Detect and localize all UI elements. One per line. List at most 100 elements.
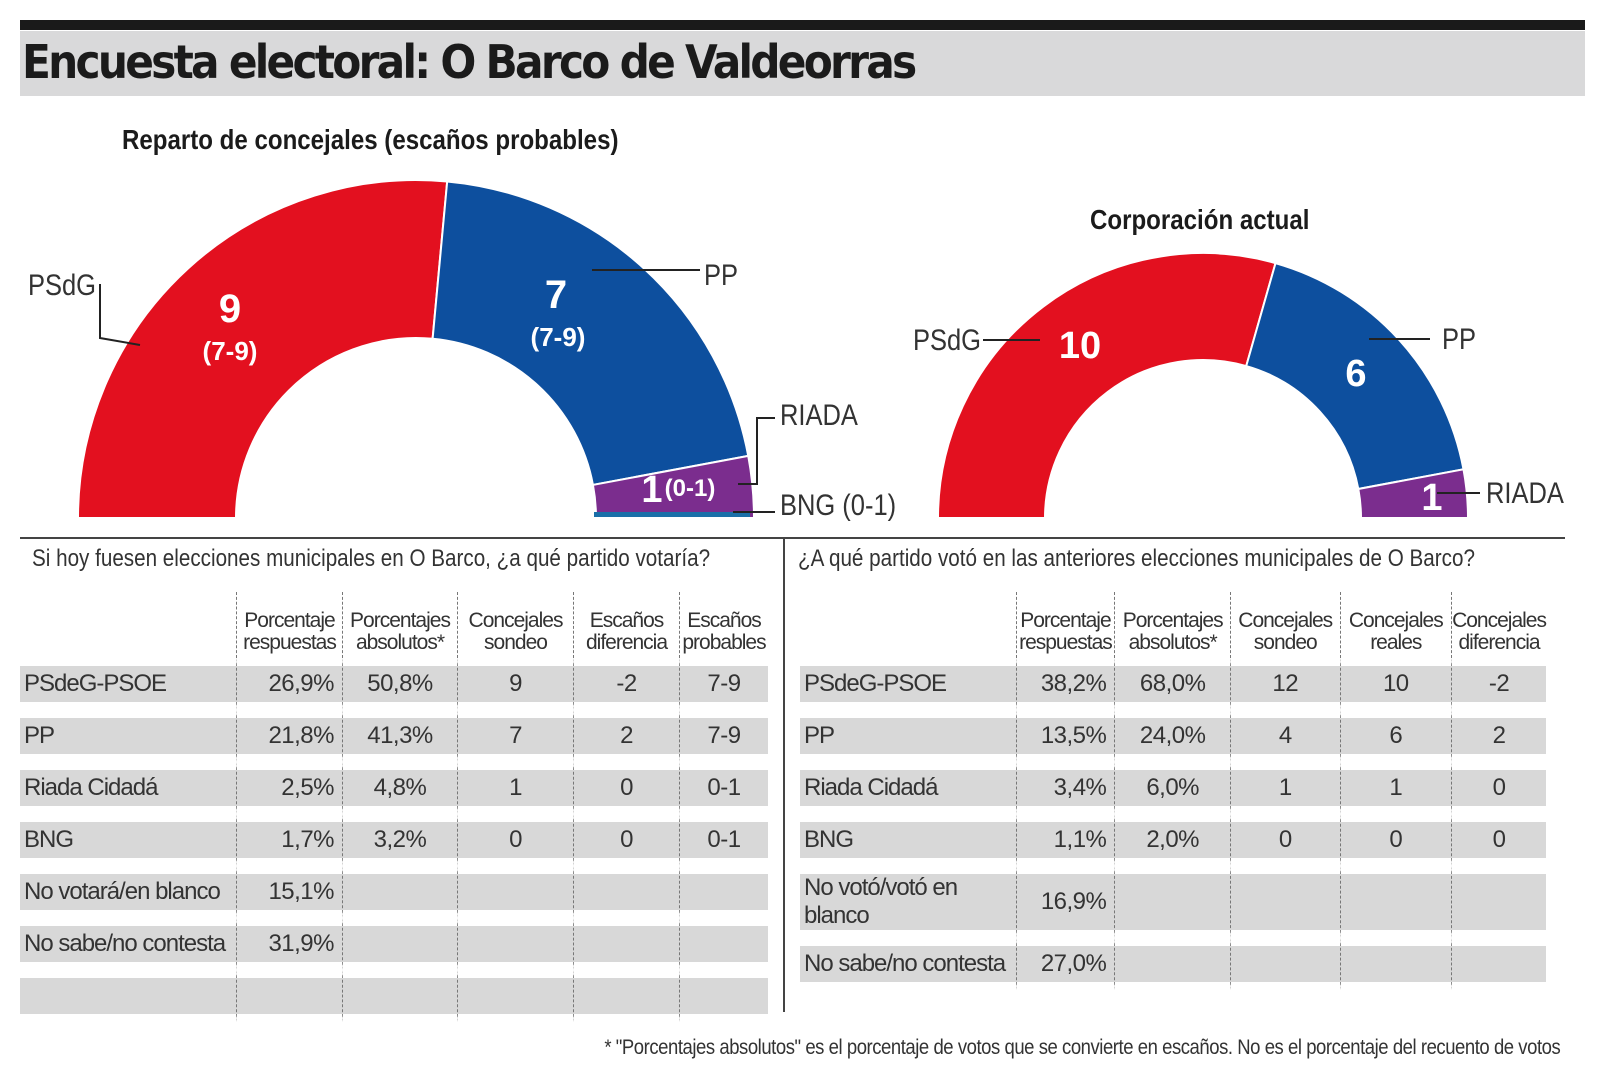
party-label-riada: RIADA [1486, 476, 1564, 509]
seat-segment-pp [431, 180, 750, 487]
value-cell: 1 [1339, 762, 1452, 814]
chart-title-probable-seats: Reparto de concejales (escaños probables… [122, 124, 619, 155]
value-cell [342, 918, 457, 970]
seat-range-pp: (7-9) [531, 322, 586, 352]
section-divider [20, 537, 1565, 539]
column-header-line: diferencia [1458, 631, 1541, 654]
seat-count-pp: 7 [545, 273, 567, 317]
value-cell [457, 866, 573, 918]
seat-count-psdg: 10 [1059, 325, 1101, 367]
value-cell [236, 970, 342, 1022]
right-table-question: ¿A qué partido votó en las anteriores el… [798, 545, 1475, 572]
column-header-line: sondeo [1253, 631, 1318, 654]
seat-range-psdg: (7-9) [203, 336, 258, 366]
value-cell: 1,7% [236, 814, 342, 866]
value-cell [679, 866, 768, 918]
column-header: Concejales sondeo [457, 592, 573, 658]
column-divider [783, 537, 785, 1012]
column-header-line: absolutos* [1128, 631, 1218, 654]
seat-range-riada: (0-1) [665, 475, 716, 502]
value-cell: 0 [1451, 814, 1546, 866]
leader-line-riada [738, 417, 775, 485]
value-cell [573, 918, 679, 970]
party-name-cell: BNG [20, 814, 236, 866]
value-cell: 0 [573, 762, 679, 814]
table-row: No votará/en blanco 15,1% [20, 866, 768, 918]
table-row: PP 21,8% 41,3% 7 2 7-9 [20, 710, 768, 762]
value-cell [1451, 866, 1546, 938]
column-header-line: Porcentajes [1122, 609, 1224, 632]
value-cell [457, 970, 573, 1022]
column-header-line: sondeo [484, 631, 548, 654]
seat-segment-pp [1245, 261, 1465, 491]
value-cell [1114, 866, 1230, 938]
column-header: Escaños probables [679, 592, 768, 658]
header-blank [800, 592, 1016, 658]
party-label-pp: PP [704, 258, 738, 291]
chart-title-current-council: Corporación actual [1090, 204, 1310, 235]
party-label-psdg: PSdG [913, 323, 981, 356]
seat-count-riada: 1 [641, 469, 662, 511]
value-cell: 13,5% [1015, 710, 1115, 762]
column-header-line: Concejales [1452, 609, 1547, 632]
value-cell: 38,2% [1015, 658, 1115, 710]
column-header-line: respuestas [1019, 631, 1113, 654]
party-name-cell: No sabe/no contesta [800, 938, 1016, 990]
party-name-cell: PP [20, 710, 236, 762]
value-cell [457, 918, 573, 970]
party-label-riada: RIADA [780, 398, 858, 431]
value-cell: 0 [457, 814, 573, 866]
table-row: PP 13,5% 24,0% 4 6 2 [800, 710, 1546, 762]
party-label-bng: BNG (0-1) [780, 488, 896, 521]
table-row: No sabe/no contesta 27,0% [800, 938, 1546, 990]
column-header-line: Concejales [1238, 609, 1333, 632]
left-table-question: Si hoy fuesen elecciones municipales en … [32, 545, 711, 572]
column-header-line: reales [1370, 631, 1422, 654]
value-cell: 2 [1451, 710, 1546, 762]
table-row: BNG 1,7% 3,2% 0 0 0-1 [20, 814, 768, 866]
value-cell: 50,8% [342, 658, 457, 710]
title-top-rule [20, 20, 1585, 30]
hemicycle-probable-seats: PSdG 9 (7-9) PP 7 (7-9) RIADA 1 (0-1) BNG (0-1) [28, 179, 896, 540]
value-cell [1339, 866, 1452, 938]
column-header-line: Porcentaje [244, 609, 335, 632]
value-cell: 1 [457, 762, 573, 814]
column-header-line: Escaños [589, 609, 665, 632]
column-header: Porcentaje respuestas [1015, 592, 1115, 658]
seat-segment-psdg [936, 252, 1277, 519]
value-cell: 6,0% [1114, 762, 1230, 814]
footnote: * "Porcentajes absolutos" es el porcenta… [604, 1036, 1560, 1059]
column-header-line: Porcentajes [350, 609, 451, 632]
value-cell: 16,9% [1015, 866, 1115, 938]
seat-count-riada: 1 [1421, 477, 1442, 519]
value-cell: 1,1% [1015, 814, 1115, 866]
value-cell: 2,0% [1114, 814, 1230, 866]
party-name-cell: BNG [800, 814, 1016, 866]
column-header-line: probables [682, 631, 766, 654]
party-name-cell: PSdeG-PSOE [800, 658, 1016, 710]
value-cell [1339, 938, 1452, 990]
value-cell [573, 970, 679, 1022]
column-header: Porcentaje respuestas [236, 592, 342, 658]
value-cell [1229, 866, 1340, 938]
value-cell [342, 970, 457, 1022]
value-cell: 24,0% [1114, 710, 1230, 762]
header-blank [20, 592, 236, 658]
party-name-cell: No sabe/no contesta [20, 918, 236, 970]
table-header-row: Porcentaje respuestas Porcentajes absolutos… [800, 592, 1547, 658]
title-bar [20, 31, 1585, 96]
value-cell [1229, 938, 1340, 990]
party-name-cell: Riada Cidadá [800, 762, 1016, 814]
value-cell: 10 [1339, 658, 1452, 710]
party-label-psdg: PSdG [28, 268, 96, 301]
seat-count-pp: 6 [1345, 353, 1366, 395]
party-label-pp: PP [1442, 322, 1476, 355]
column-header-line: absolutos* [355, 631, 445, 654]
left-poll-table: Porcentaje respuestas Porcentajes absolutos… [20, 592, 768, 1022]
column-header-line: Concejales [1348, 609, 1444, 632]
value-cell [573, 866, 679, 918]
column-header: Concejales reales [1339, 592, 1452, 658]
value-cell: 7-9 [679, 658, 768, 710]
column-header-line: respuestas [243, 631, 337, 654]
